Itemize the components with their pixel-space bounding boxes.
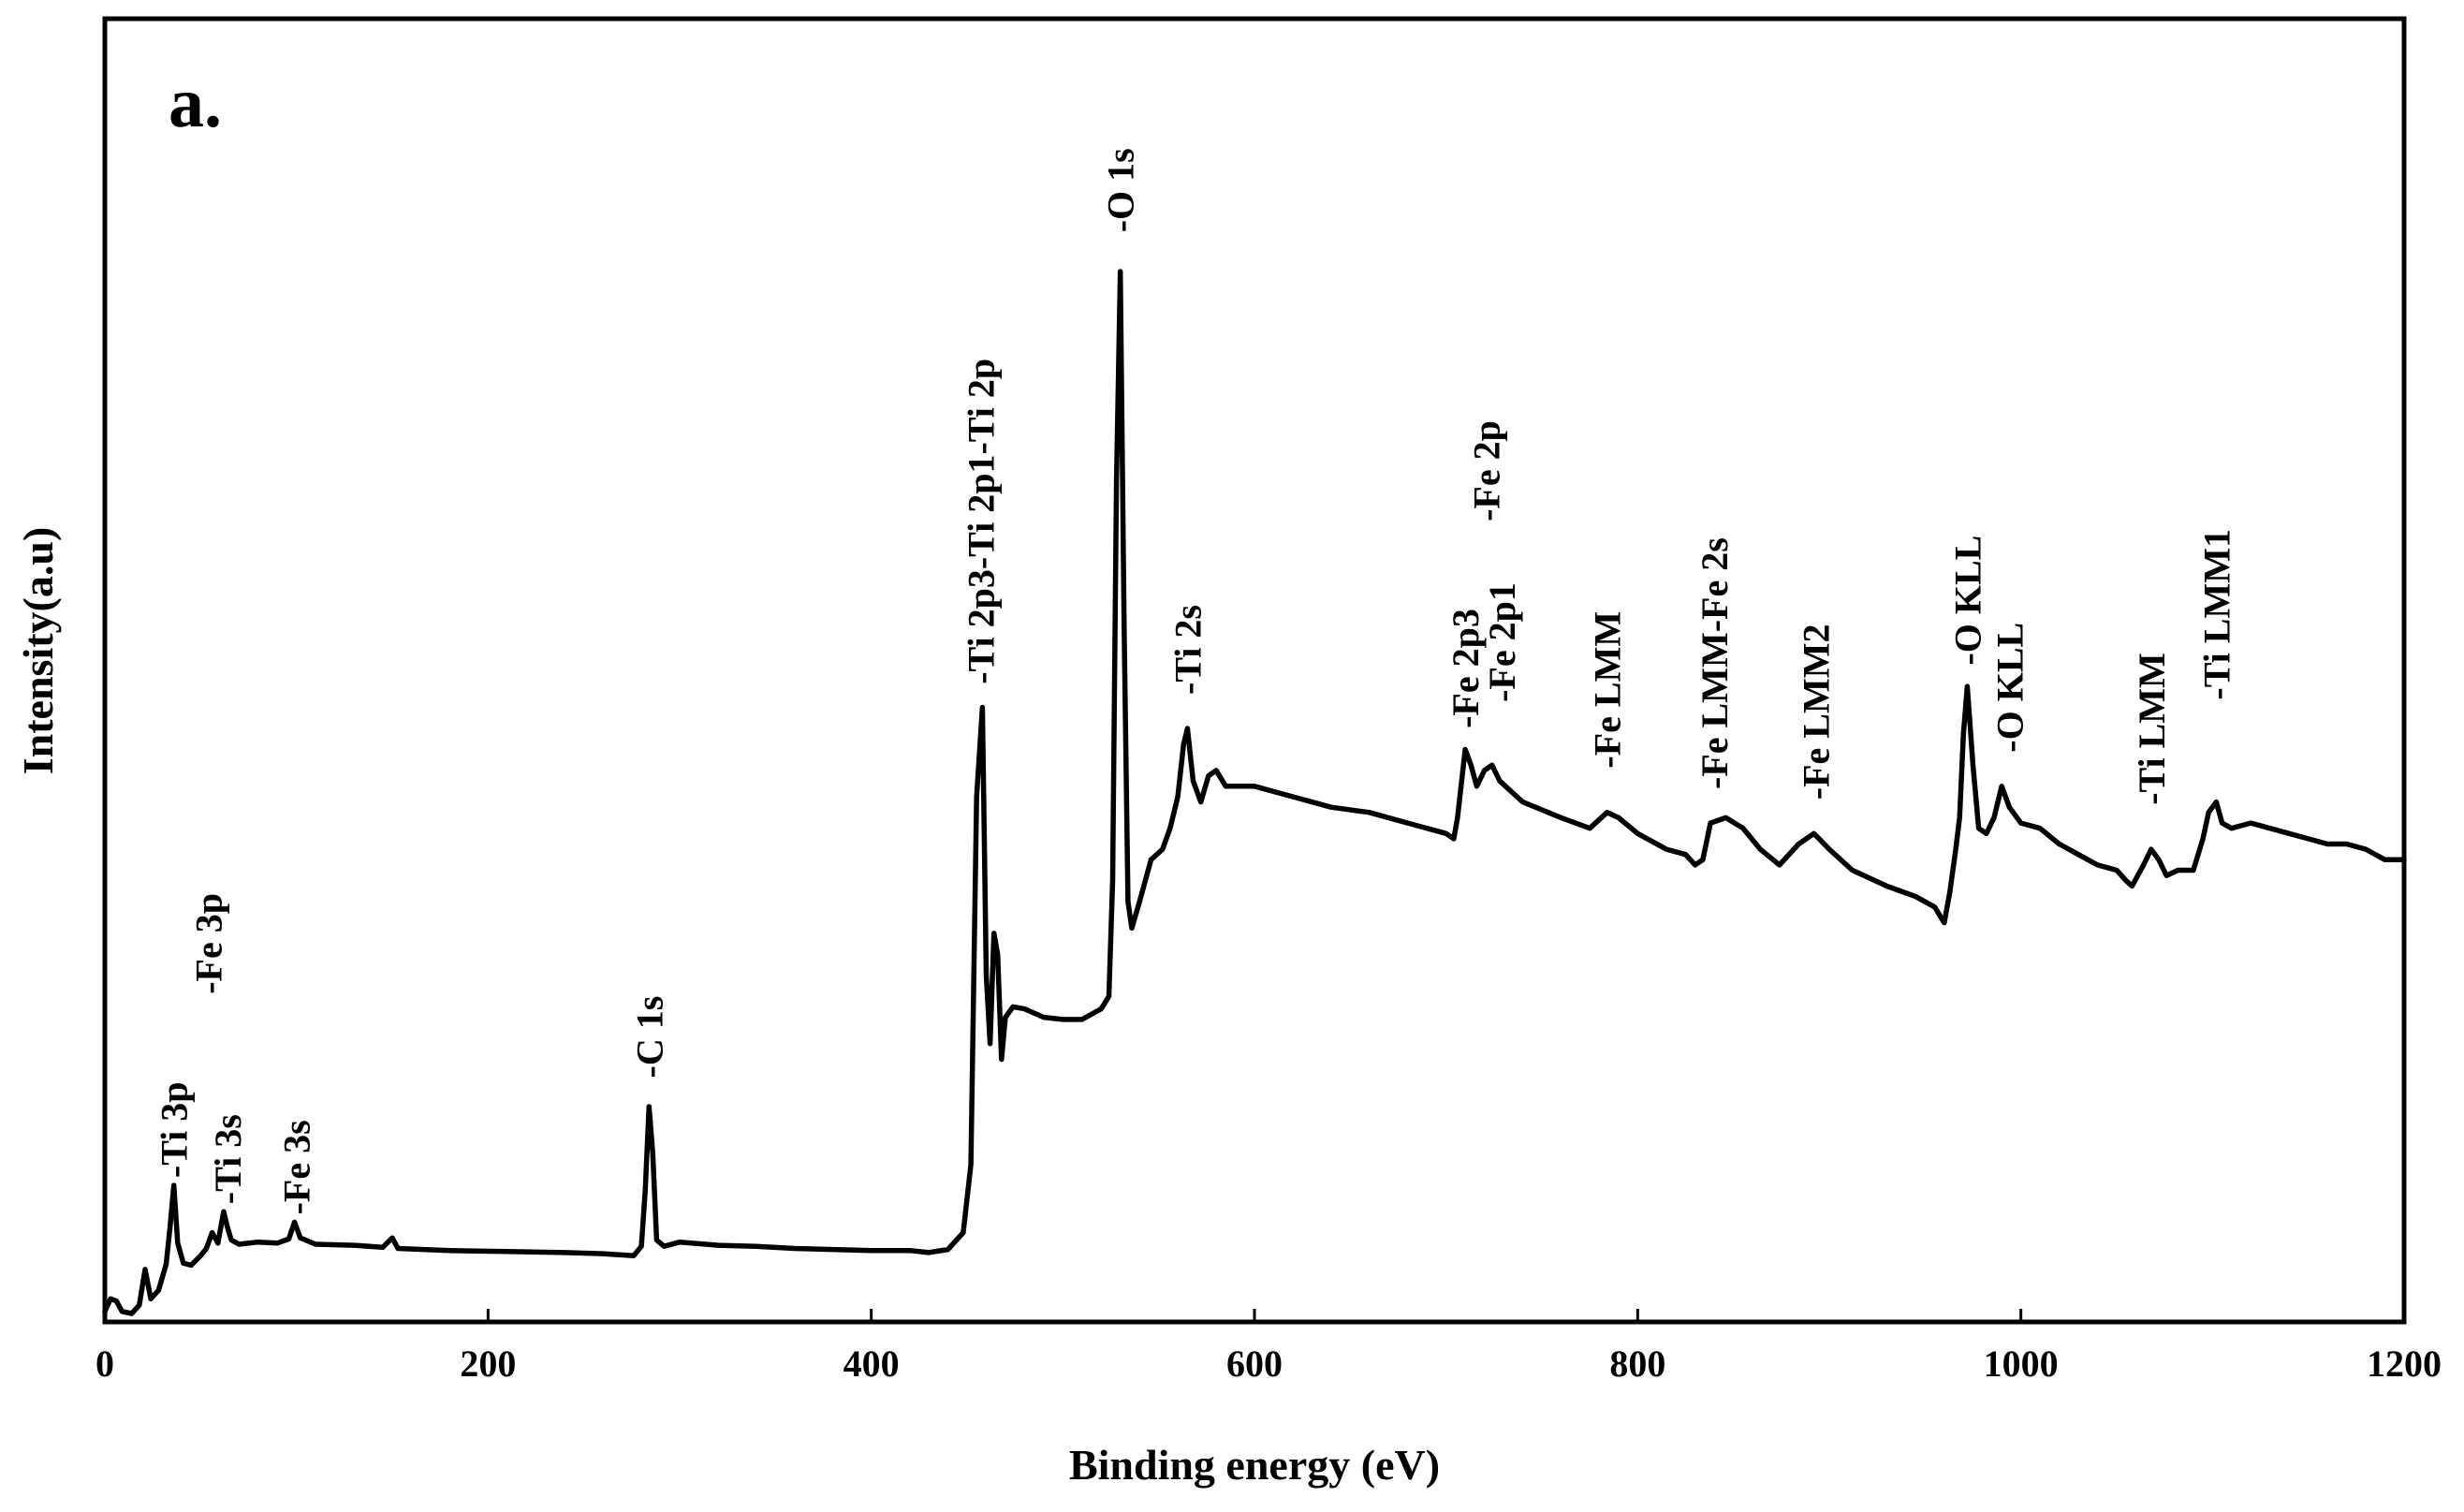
x-tick-label: 1000	[1984, 1343, 2059, 1385]
peak-label: -Ti 3p	[154, 1081, 196, 1178]
peak-label: -Fe 3s	[276, 1120, 318, 1214]
x-axis: 0 200 400 600 800 1000 1200	[95, 1309, 2442, 1385]
peak-label: -O KLL	[1988, 623, 2031, 753]
x-tick-label: 200	[460, 1343, 516, 1385]
peak-label: -Fe LMM-Fe 2s	[1694, 537, 1736, 789]
peak-label: -Fe 2p	[1466, 420, 1508, 521]
x-axis-title: Binding energy (eV)	[1069, 1441, 1440, 1489]
peak-label: -Ti 2p3-Ti 2p1-Ti 2p	[960, 359, 1002, 684]
x-tick-label: 800	[1609, 1343, 1665, 1385]
peak-label: -Fe LMM2	[1796, 624, 1838, 800]
panel-label: a.	[169, 64, 222, 142]
peak-label: -Ti LMM1	[2195, 529, 2237, 700]
peak-label: -Fe 2p1	[1481, 582, 1523, 702]
y-axis-title: Intensity(a.u)	[14, 527, 62, 775]
peak-label: -Fe 2p3	[1445, 609, 1487, 728]
peak-label: -O KLL	[1946, 536, 1988, 666]
x-tick-label: 0	[95, 1343, 114, 1385]
x-tick-label: 1200	[2367, 1343, 2442, 1385]
x-tick-label: 600	[1226, 1343, 1283, 1385]
plot-frame	[102, 16, 2407, 1325]
peak-label: -C 1s	[628, 996, 670, 1079]
peak-label: -Ti LMM	[2131, 653, 2173, 805]
peak-label: -Ti 2s	[1166, 605, 1209, 695]
peak-label: -Ti 3s	[207, 1114, 249, 1204]
series-layer	[102, 269, 2407, 1316]
x-tick-label: 400	[843, 1343, 900, 1385]
peak-label: -Fe LMM	[1587, 611, 1629, 769]
peak-label: -O 1s	[1100, 148, 1142, 232]
series-line	[102, 269, 2407, 1316]
peak-label: -Fe 3p	[188, 893, 230, 994]
annotation-layer: -Ti 3p -Fe 3p -Ti 3s -Fe 3s -C 1s -Ti 2p3-Ti …	[154, 148, 2238, 1214]
